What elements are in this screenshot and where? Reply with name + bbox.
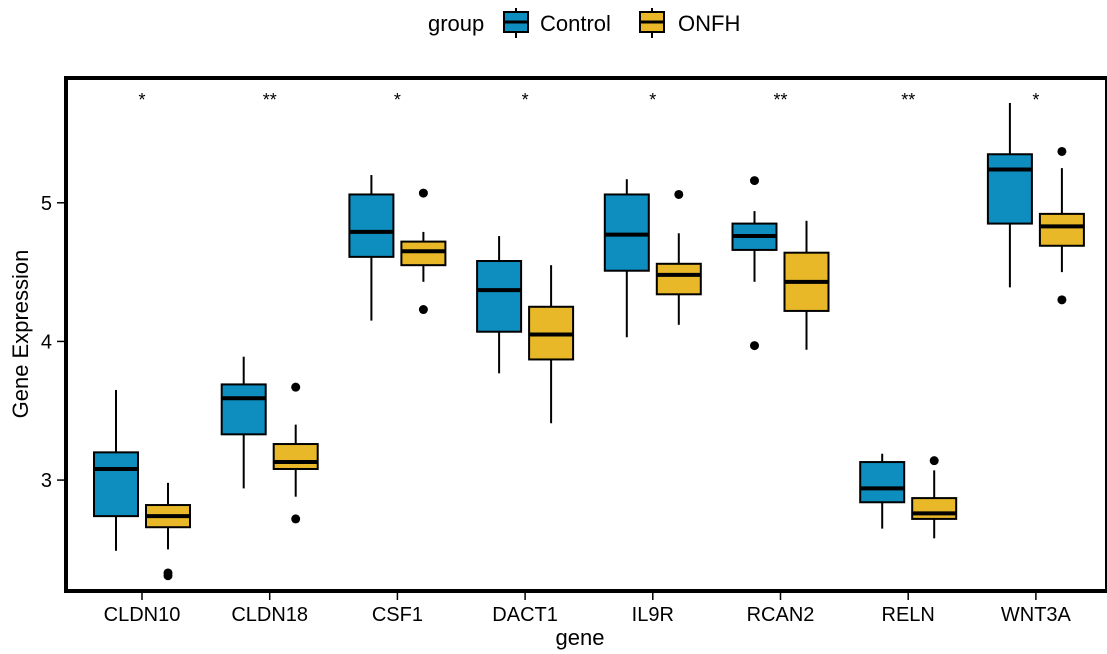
box-body [986, 153, 1033, 225]
significance-label: ** [263, 90, 277, 110]
box-onfh-reln [911, 456, 958, 539]
x-tick-label: IL9R [632, 604, 674, 626]
box-onfh-rcan2 [783, 220, 830, 350]
box-control-cldn18 [220, 356, 267, 489]
outlier-point [750, 341, 759, 351]
significance-label: * [1032, 90, 1039, 110]
y-tick-label: 5 [41, 193, 52, 215]
y-tick-label: 4 [41, 331, 52, 353]
outlier-point [674, 189, 684, 199]
significance-label: * [649, 90, 656, 110]
box-body [220, 383, 267, 436]
box-control-rcan2 [731, 176, 778, 351]
box-control-wnt3a [986, 102, 1033, 288]
x-axis-label: gene [556, 625, 605, 650]
outlier-point [418, 305, 428, 315]
box-onfh-wnt3a [1038, 146, 1085, 305]
x-tick-label: RELN [882, 604, 935, 626]
box-body [603, 193, 650, 272]
box-onfh-il9r [655, 189, 702, 325]
box-body [476, 260, 523, 333]
outlier-point [163, 571, 173, 581]
legend: group Control ONFH [428, 8, 740, 38]
box-control-csf1 [348, 175, 395, 321]
significance-label: * [522, 90, 529, 110]
y-tick-label: 3 [41, 470, 52, 492]
y-axis-label: Gene Expression [8, 250, 33, 419]
box-body [655, 262, 702, 296]
significance-label: * [138, 90, 145, 110]
significance-label: ** [901, 90, 915, 110]
legend-title: group [428, 11, 484, 36]
outlier-point [291, 514, 301, 524]
x-tick-label: DACT1 [492, 604, 558, 626]
x-tick-label: RCAN2 [747, 604, 815, 626]
x-tick-label: CLDN10 [104, 604, 181, 626]
box-control-reln [859, 453, 906, 529]
box-body [93, 451, 139, 518]
box-body [859, 461, 906, 504]
significance-label: ** [773, 90, 787, 110]
box-body [911, 497, 958, 520]
x-tick-label: CSF1 [372, 604, 423, 626]
x-tick-label: WNT3A [1001, 604, 1072, 626]
box-body [400, 240, 447, 267]
outlier-point [750, 176, 759, 186]
legend-label: ONFH [678, 11, 740, 36]
legend-item-onfh: ONFH [639, 8, 740, 38]
outlier-point [1057, 146, 1067, 156]
box-body [272, 443, 319, 470]
box-control-il9r [603, 179, 650, 338]
legend-item-control: Control [503, 8, 611, 38]
outlier-point [418, 188, 428, 198]
outlier-point [1057, 295, 1067, 305]
box-onfh-cldn18 [272, 382, 319, 524]
box-body [1038, 212, 1085, 247]
box-body [348, 193, 395, 258]
box-control-dact1 [476, 236, 523, 374]
plot-panel-border [64, 76, 1107, 593]
outlier-point [929, 456, 939, 466]
box-onfh-csf1 [400, 188, 447, 315]
x-tick-label: CLDN18 [231, 604, 308, 626]
legend-label: Control [540, 11, 611, 36]
significance-label: * [394, 90, 401, 110]
box-control-cldn10 [93, 389, 139, 551]
box-onfh-dact1 [528, 265, 575, 424]
box-onfh-cldn10 [145, 482, 191, 581]
outlier-point [291, 382, 301, 392]
